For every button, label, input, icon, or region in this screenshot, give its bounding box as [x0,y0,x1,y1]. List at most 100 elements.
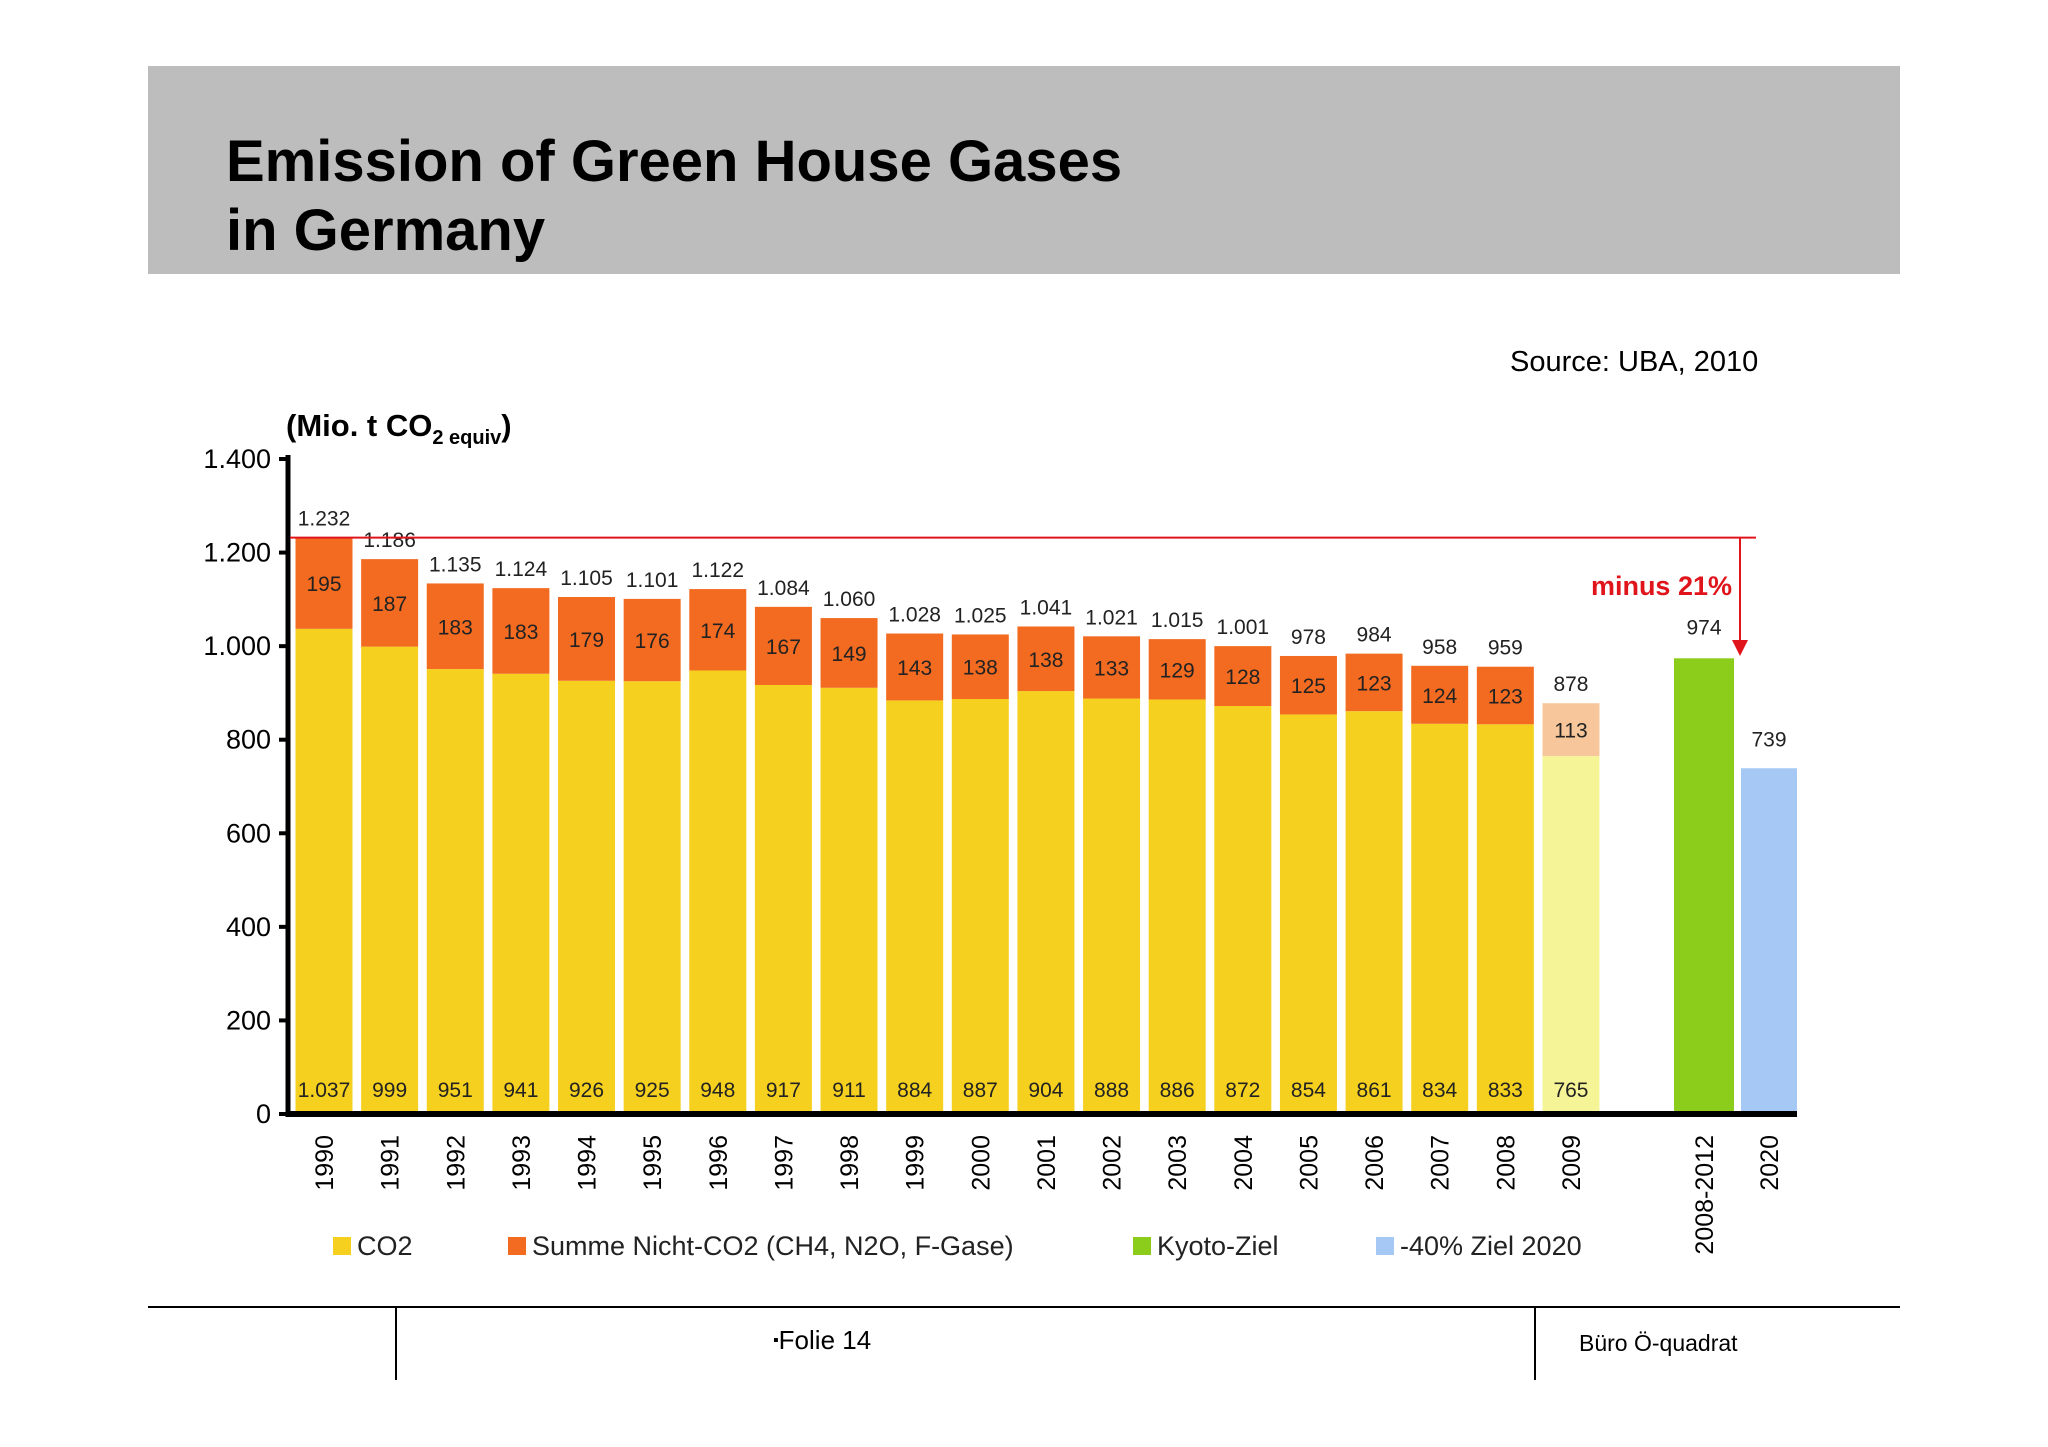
bar-non-co2-1995 [623,598,681,682]
bar-co2-2007 [1411,723,1469,1114]
y-tick-label-400: 400 [226,912,271,942]
label-co2-1993: 941 [503,1079,538,1102]
annotation-layer: minus 21% [290,536,1756,656]
label-non-co2-1996: 174 [700,620,735,643]
label-non-co2-2009: 113 [1554,720,1587,743]
label-co2-1991: 999 [372,1079,407,1102]
y-tick-label-1200: 1.200 [203,538,271,568]
bar-co2-2006 [1345,711,1403,1114]
x-tick-2002: 2002 [1099,1135,1127,1191]
label-total-2005: 978 [1291,626,1326,649]
x-tick-2004: 2004 [1230,1135,1258,1191]
bar-non-co2-1994 [558,597,616,681]
bar-non-co2-2004 [1214,646,1272,707]
legend-label-co2: CO2 [357,1231,413,1261]
bar-co2-2004 [1214,706,1272,1114]
bar-co2-1998 [820,687,878,1114]
label-non-co2-1991: 187 [372,593,407,616]
label-total-1992: 1.135 [429,553,482,576]
footer-divider-right [1534,1306,1536,1380]
x-tick-1995: 1995 [639,1135,667,1191]
label-co2-2005: 854 [1291,1079,1326,1102]
label-total-1995: 1.101 [626,569,679,592]
bar-non-co2-1993 [492,588,550,674]
footer-rule [148,1306,1900,1308]
legend-label-target_2020: -40% Ziel 2020 [1400,1231,1582,1261]
label-non-co2-1999: 143 [897,657,932,680]
label-co2-1997: 917 [766,1079,801,1102]
bar-co2-1997 [754,684,812,1114]
y-axis-label: (Mio. t CO2 equiv) [286,408,512,449]
x-tick-1998: 1998 [836,1135,864,1191]
label-co2-2004: 872 [1225,1079,1260,1102]
bar-co2-2009 [1542,756,1600,1114]
label-non-co2-2000: 138 [963,657,998,680]
label-total-1991: 1.186 [363,529,416,552]
value-labels-layer: 1.037 195 1.232 999 187 1.186 951 183 1.135 941 18… [298,508,1787,1102]
legend-swatch-co2 [333,1237,351,1255]
x-tick-1996: 1996 [705,1135,733,1191]
footer-slide-number: ▪Folie 14 [773,1325,871,1356]
label-total-2001: 1.041 [1020,596,1073,619]
label-total-2004: 1.001 [1217,616,1270,639]
label-total-1999: 1.028 [888,604,941,627]
bar-target-2020 [1741,768,1797,1114]
legend: CO2 Summe Nicht-CO2 (CH4, N2O, F-Gase) Kyo… [333,1231,1582,1261]
x-tick-1993: 1993 [508,1135,536,1191]
label-non-co2-2006: 123 [1357,672,1392,695]
y-axis-label-open: (Mio. t CO [286,408,432,443]
bar-non-co2-2008 [1476,666,1534,725]
label-total-2003: 1.015 [1151,609,1204,632]
emissions-chart: (Mio. t CO2 equiv) 1.0371951.2329991871.… [203,408,1797,1261]
bar-kyoto-2008-2012 [1674,658,1734,1114]
label-total-2006: 984 [1357,624,1392,647]
label-total-2002: 1.021 [1085,606,1138,629]
bars-layer [295,537,1797,1114]
label-co2-2000: 887 [963,1079,998,1102]
label-total-2000: 1.025 [954,604,1007,627]
x-tick-2007: 2007 [1427,1135,1455,1191]
bar-co2-2001 [1017,691,1075,1114]
x-tick-2006: 2006 [1361,1135,1389,1191]
label-co2-1995: 925 [635,1079,670,1102]
x-tick-2003: 2003 [1164,1135,1192,1191]
bar-co2-1999 [886,700,944,1114]
x-tick-1991: 1991 [377,1135,405,1191]
label-non-co2-1998: 149 [832,643,867,666]
label-non-co2-1993: 183 [503,621,538,644]
x-tick-2008-2012: 2008-2012 [1691,1135,1719,1255]
bar-non-co2-2002 [1083,636,1141,699]
y-tick-label-1000: 1.000 [203,631,271,661]
bar-co2-2000 [951,699,1009,1114]
label-total-1994: 1.105 [560,567,613,590]
label-non-co2-2008: 123 [1488,686,1523,709]
y-tick-label-0: 0 [256,1099,271,1129]
bar-co2-1995 [623,681,681,1114]
label-total-2007: 958 [1422,636,1457,659]
label-non-co2-2002: 133 [1094,657,1129,680]
bar-co2-1994 [558,680,616,1114]
bar-non-co2-1990 [295,537,353,629]
bar-non-co2-2006 [1345,653,1403,712]
x-tick-1997: 1997 [770,1135,798,1191]
x-tick-2008: 2008 [1492,1135,1520,1191]
footer-divider-left [395,1306,397,1380]
bar-co2-1991 [361,646,419,1114]
bar-non-co2-2005 [1279,655,1337,715]
bar-non-co2-1997 [754,606,812,685]
y-tick-label-200: 200 [226,1005,271,1035]
x-tick-2009: 2009 [1558,1135,1586,1191]
label-non-co2-1990: 195 [306,573,341,596]
x-tick-2000: 2000 [967,1135,995,1191]
x-tick-2001: 2001 [1033,1135,1061,1191]
label-co2-2003: 886 [1160,1079,1195,1102]
bar-non-co2-1999 [886,633,944,701]
bar-non-co2-2001 [1017,626,1075,692]
legend-label-non_co2: Summe Nicht-CO2 (CH4, N2O, F-Gase) [532,1231,1014,1261]
label-co2-2006: 861 [1357,1079,1392,1102]
label-non-co2-2005: 125 [1291,675,1326,698]
x-tick-2020: 2020 [1756,1135,1784,1191]
bar-co2-1993 [492,673,550,1114]
bar-co2-2002 [1083,698,1141,1114]
x-tick-1992: 1992 [442,1135,470,1191]
